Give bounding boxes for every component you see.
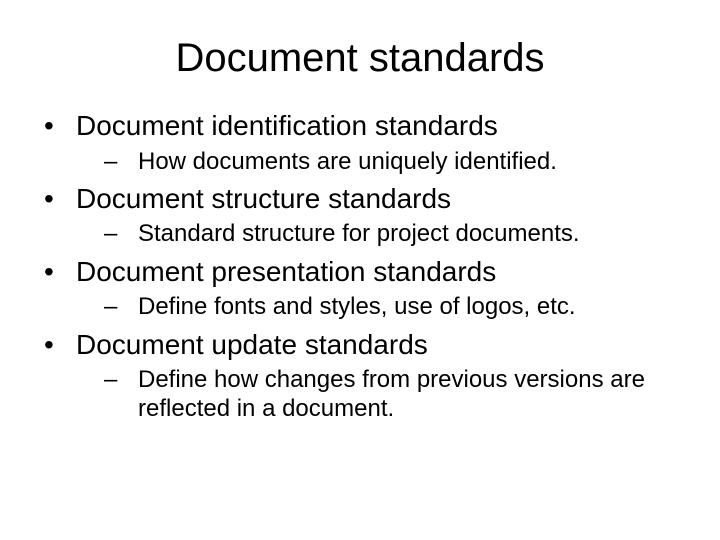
dash-icon: – — [104, 365, 117, 394]
list-item-label: Document presentation standards — [76, 256, 496, 287]
list-subitem-label: Define fonts and styles, use of logos, e… — [138, 293, 576, 320]
list-item: • Document structure standards — [30, 182, 690, 216]
list-subitem-label: Standard structure for project documents… — [138, 220, 580, 247]
bullet-list: • Document identification standards – Ho… — [30, 109, 690, 424]
list-subitem: – Define how changes from previous versi… — [30, 365, 690, 424]
list-item: • Document identification standards — [30, 109, 690, 143]
list-subitem: – Define fonts and styles, use of logos,… — [30, 292, 690, 321]
dash-icon: – — [104, 219, 117, 248]
dash-icon: – — [104, 147, 117, 176]
bullet-icon: • — [44, 328, 54, 362]
list-item-label: Document update standards — [76, 329, 428, 360]
bullet-icon: • — [44, 109, 54, 143]
list-item: • Document presentation standards — [30, 255, 690, 289]
list-subitem-label: Define how changes from previous version… — [138, 366, 645, 422]
list-subitem-label: How documents are uniquely identified. — [138, 148, 557, 175]
list-item-label: Document structure standards — [76, 183, 451, 214]
bullet-icon: • — [44, 182, 54, 216]
list-item-label: Document identification standards — [76, 110, 498, 141]
dash-icon: – — [104, 292, 117, 321]
slide-title: Document standards — [30, 36, 690, 81]
bullet-icon: • — [44, 255, 54, 289]
list-subitem: – How documents are uniquely identified. — [30, 147, 690, 176]
list-item: • Document update standards — [30, 328, 690, 362]
list-subitem: – Standard structure for project documen… — [30, 219, 690, 248]
